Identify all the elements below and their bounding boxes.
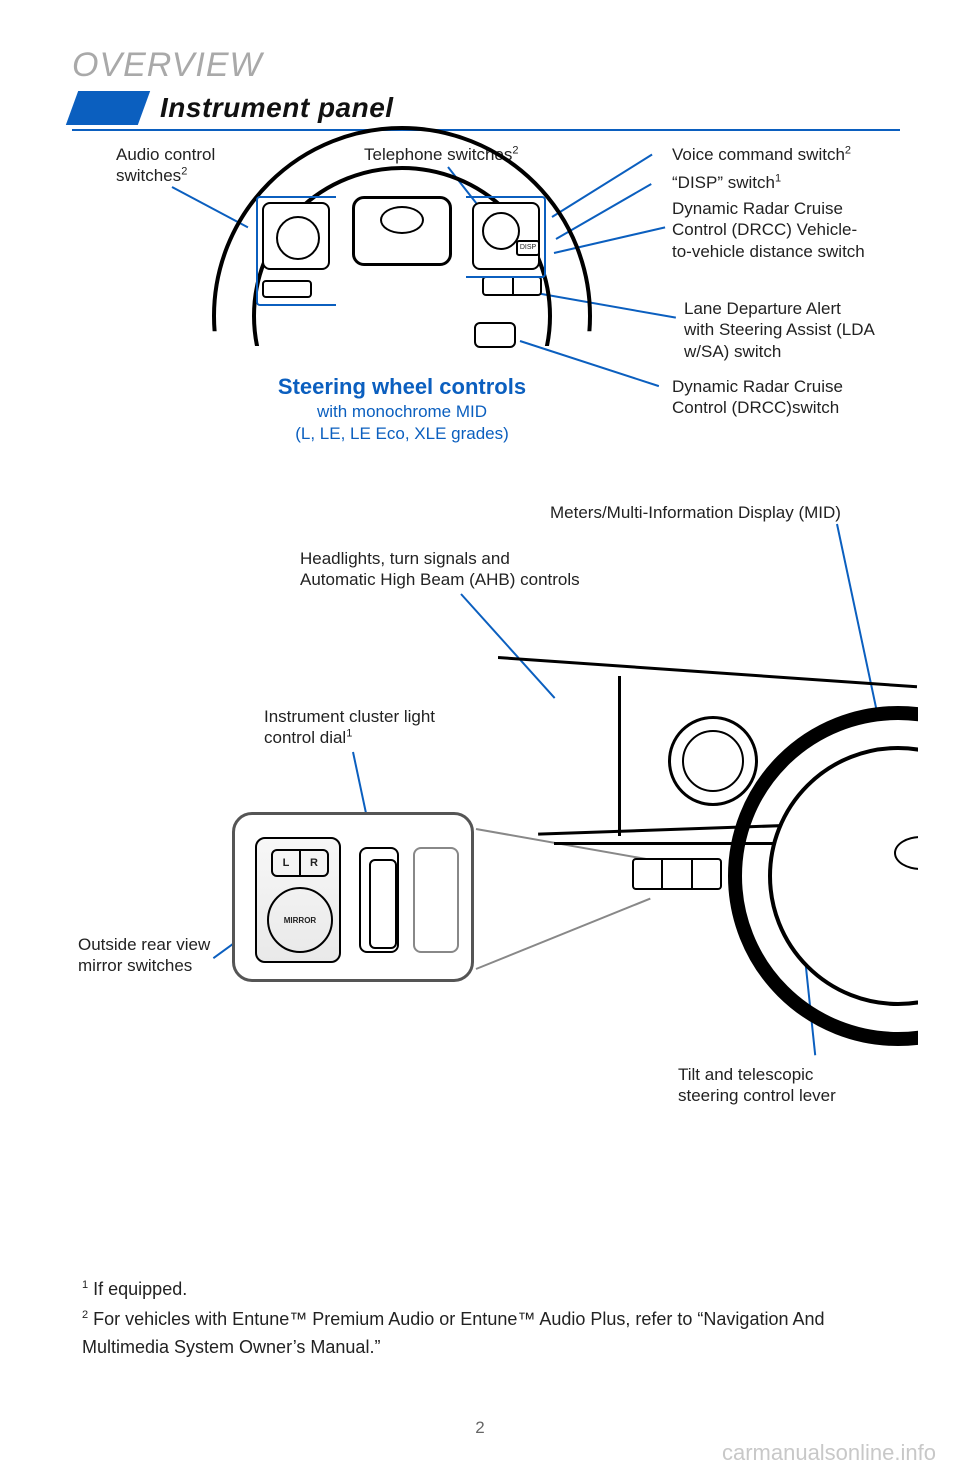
watermark: carmanualsonline.info [722, 1440, 936, 1466]
steering-controls-sub2: (L, LE, LE Eco, XLE grades) [252, 424, 552, 444]
mirror-l-label: L [273, 851, 301, 875]
dash-switch-row [632, 858, 722, 890]
callout-drcc-distance: Dynamic Radar Cruise Control (DRCC) Vehi… [672, 198, 872, 262]
footnote-2-text: For vehicles with Entune™ Premium Audio … [82, 1309, 825, 1357]
callout-disp-sup: 1 [775, 172, 781, 184]
page-number: 2 [0, 1418, 960, 1438]
callout-cluster-dial: Instrument cluster light control dial1 [264, 706, 444, 749]
dash-contour-1 [498, 656, 917, 688]
cruise-stalk-icon [474, 322, 516, 348]
callout-headlights: Headlights, turn signals and Automatic H… [300, 548, 580, 591]
callout-drcc: Dynamic Radar Cruise Control (DRCC)switc… [672, 376, 882, 419]
header: OVERVIEW Instrument panel [72, 46, 900, 131]
callout-lda: Lane Departure Alert with Steering Assis… [684, 298, 874, 362]
callout-disp-text: “DISP” switch [672, 173, 775, 192]
steering-controls-title: Steering wheel controls [252, 374, 552, 400]
mirror-adjust-dial: MIRROR [267, 887, 333, 953]
right-bracket [466, 196, 546, 278]
steering-controls-sub1: with monochrome MID [252, 402, 552, 422]
footnote-1-text: If equipped. [93, 1279, 187, 1299]
callout-mid: Meters/Multi-Information Display (MID) [550, 502, 841, 523]
title-row: Instrument panel [72, 91, 900, 125]
page-title: Instrument panel [160, 92, 394, 124]
left-bracket [256, 196, 336, 306]
air-vent-inner [682, 730, 744, 792]
wheel-logo-icon [380, 206, 424, 234]
dashboard-diagram [498, 586, 918, 1056]
callout-voice: Voice command switch2 [672, 144, 851, 165]
small-button-row [482, 276, 542, 296]
callout-mirror: Outside rear view mirror switches [78, 934, 248, 977]
callout-disp: “DISP” switch1 [672, 172, 781, 193]
mirror-r-label: R [301, 851, 327, 875]
title-underline [72, 129, 900, 131]
footnote-1: 1 If equipped. [82, 1276, 880, 1304]
callout-tilt: Tilt and telescopic steering control lev… [678, 1064, 868, 1107]
dash-contour-4 [618, 676, 621, 836]
page: OVERVIEW Instrument panel Audio control … [0, 0, 960, 1484]
callout-voice-sup: 2 [845, 144, 851, 156]
blank-switch-icon [413, 847, 459, 953]
mirror-lr-selector: L R [271, 849, 329, 877]
callout-cluster-dial-sup: 1 [346, 728, 352, 740]
title-accent-shape [66, 91, 150, 125]
steering-controls-caption: Steering wheel controls with monochrome … [252, 374, 552, 444]
mirror-switch-panel: L R MIRROR [232, 812, 474, 982]
overview-label: OVERVIEW [72, 46, 900, 85]
callout-telephone-sup: 2 [512, 144, 518, 156]
light-control-dial-icon [359, 847, 399, 953]
mirror-switch-body: L R MIRROR [255, 837, 341, 963]
callout-voice-text: Voice command switch [672, 145, 845, 164]
steering-wheel-diagram: DISP [162, 156, 642, 376]
footnote-2: 2 For vehicles with Entune™ Premium Audi… [82, 1306, 880, 1362]
footnotes: 1 If equipped. 2 For vehicles with Entun… [82, 1276, 880, 1364]
